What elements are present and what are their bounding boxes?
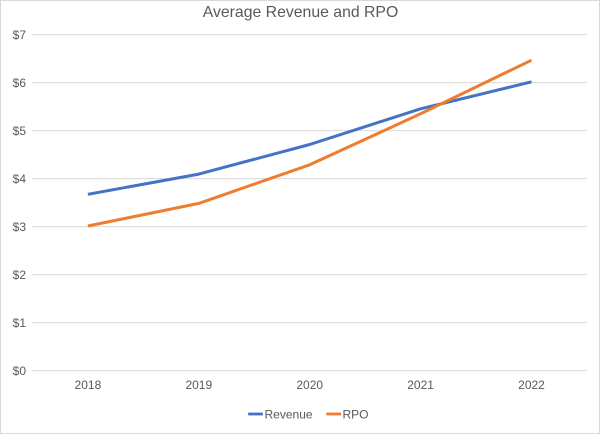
svg-text:2022: 2022 <box>518 378 545 392</box>
svg-text:$1: $1 <box>13 316 27 330</box>
svg-text:2018: 2018 <box>75 378 102 392</box>
svg-text:Revenue: Revenue <box>265 408 313 422</box>
svg-text:$6: $6 <box>13 76 27 90</box>
svg-text:$2: $2 <box>13 268 27 282</box>
svg-text:$4: $4 <box>13 172 27 186</box>
svg-text:Average Revenue and RPO: Average Revenue and RPO <box>203 4 399 21</box>
svg-text:$3: $3 <box>13 220 27 234</box>
svg-text:2019: 2019 <box>185 378 212 392</box>
svg-text:2020: 2020 <box>296 378 323 392</box>
svg-text:$7: $7 <box>13 28 27 42</box>
svg-text:RPO: RPO <box>343 408 369 422</box>
svg-text:$5: $5 <box>13 124 27 138</box>
svg-text:$0: $0 <box>13 364 27 378</box>
svg-text:2021: 2021 <box>407 378 434 392</box>
